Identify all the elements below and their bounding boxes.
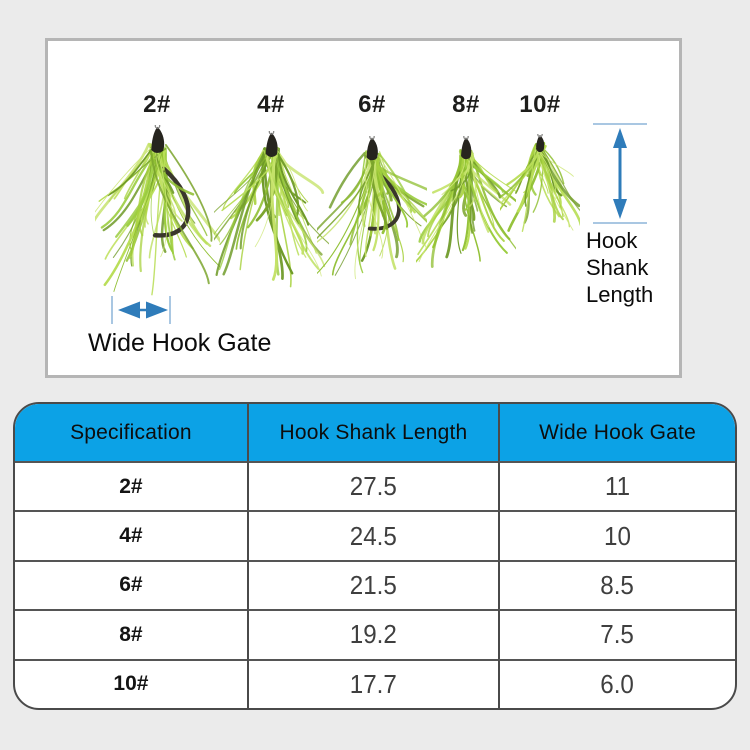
spec-cell: 10# xyxy=(15,658,247,708)
hook-gate-cell: 6.0 xyxy=(498,658,735,708)
hook-gate-cell: 11 xyxy=(498,461,735,511)
hook-size-label-8: 8# xyxy=(452,91,480,118)
annotation-line: Length xyxy=(586,282,654,307)
hook-gate-cell: 10 xyxy=(498,510,735,560)
hook-gate-cell: 8.5 xyxy=(498,559,735,610)
feather-hook-image-10 xyxy=(500,134,580,232)
spec-cell: 8# xyxy=(15,609,247,658)
shank-length-cell: 17.7 xyxy=(246,658,499,708)
col-header-specification: Specification xyxy=(15,404,247,461)
annotation-line: Shank xyxy=(586,255,649,280)
feather-hook-image-4 xyxy=(214,131,329,288)
shank-length-cell: 27.5 xyxy=(246,461,499,511)
feather-hook-image-6 xyxy=(317,136,427,280)
hook-size-label-6: 6# xyxy=(358,91,386,118)
shank-length-cell: 24.5 xyxy=(246,510,499,560)
spec-table: Specification Hook Shank Length Wide Hoo… xyxy=(13,402,737,710)
vertical-double-arrow-icon xyxy=(593,123,647,224)
hook-size-label-4: 4# xyxy=(257,91,285,118)
col-header-wide-hook-gate: Wide Hook Gate xyxy=(498,404,735,461)
hook-shank-length-annotation: Hook Shank Length xyxy=(586,227,696,308)
hook-size-label-10: 10# xyxy=(519,91,561,118)
shank-length-cell: 19.2 xyxy=(246,609,499,659)
feather-hook-image-8 xyxy=(416,136,516,268)
feather-hook-image-2 xyxy=(95,125,220,296)
product-photo-panel: 2# 4# 6# 8# 10# Hook Shank Length Wide H… xyxy=(45,38,682,378)
shank-length-cell: 21.5 xyxy=(246,559,499,610)
annotation-line: Hook xyxy=(586,228,638,253)
hook-gate-cell: 7.5 xyxy=(498,609,735,659)
hook-size-label-2: 2# xyxy=(143,91,171,118)
horizontal-double-arrow-icon xyxy=(111,296,171,324)
spec-cell: 2# xyxy=(15,461,247,510)
spec-cell: 6# xyxy=(15,559,247,609)
wide-hook-gate-annotation: Wide Hook Gate xyxy=(88,329,272,357)
col-header-hook-shank-length: Hook Shank Length xyxy=(246,404,499,461)
spec-cell: 4# xyxy=(15,510,247,559)
